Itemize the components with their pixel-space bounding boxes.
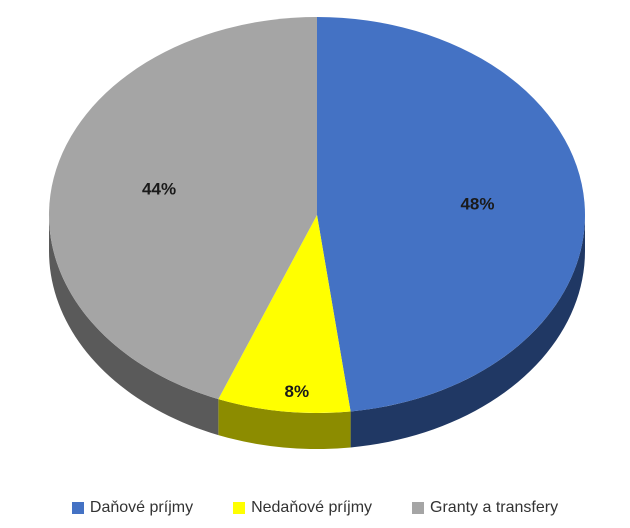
legend-swatch [71, 502, 84, 514]
pie-side-1 [218, 399, 351, 449]
pie-sides [49, 215, 585, 449]
legend-label: Nedaňové príjmy [251, 499, 373, 516]
legend-item[interactable]: Nedaňové príjmy [233, 499, 372, 517]
pie-side-2 [49, 215, 219, 436]
data-labels: 48% 8% 44% [142, 180, 494, 401]
legend-swatch [412, 502, 425, 514]
pie-slice-0[interactable] [317, 17, 586, 412]
data-label-1: 8% [285, 382, 310, 401]
pie-side-0 [350, 215, 585, 448]
legend: Daňové príjmy Nedaňové príjmy Granty a t… [0, 499, 630, 517]
legend-item[interactable]: Granty a transfery [412, 499, 558, 517]
pie-slice-1[interactable] [218, 215, 351, 414]
pie-slice-2[interactable] [48, 17, 318, 400]
pie-slices [48, 17, 586, 414]
legend-label: Daňové príjmy [89, 499, 194, 516]
legend-swatch [233, 502, 246, 514]
data-label-2: 44% [142, 180, 176, 199]
legend-label: Granty a transfery [430, 499, 559, 516]
legend-item[interactable]: Daňové príjmy [71, 499, 194, 517]
data-label-0: 48% [460, 195, 494, 214]
